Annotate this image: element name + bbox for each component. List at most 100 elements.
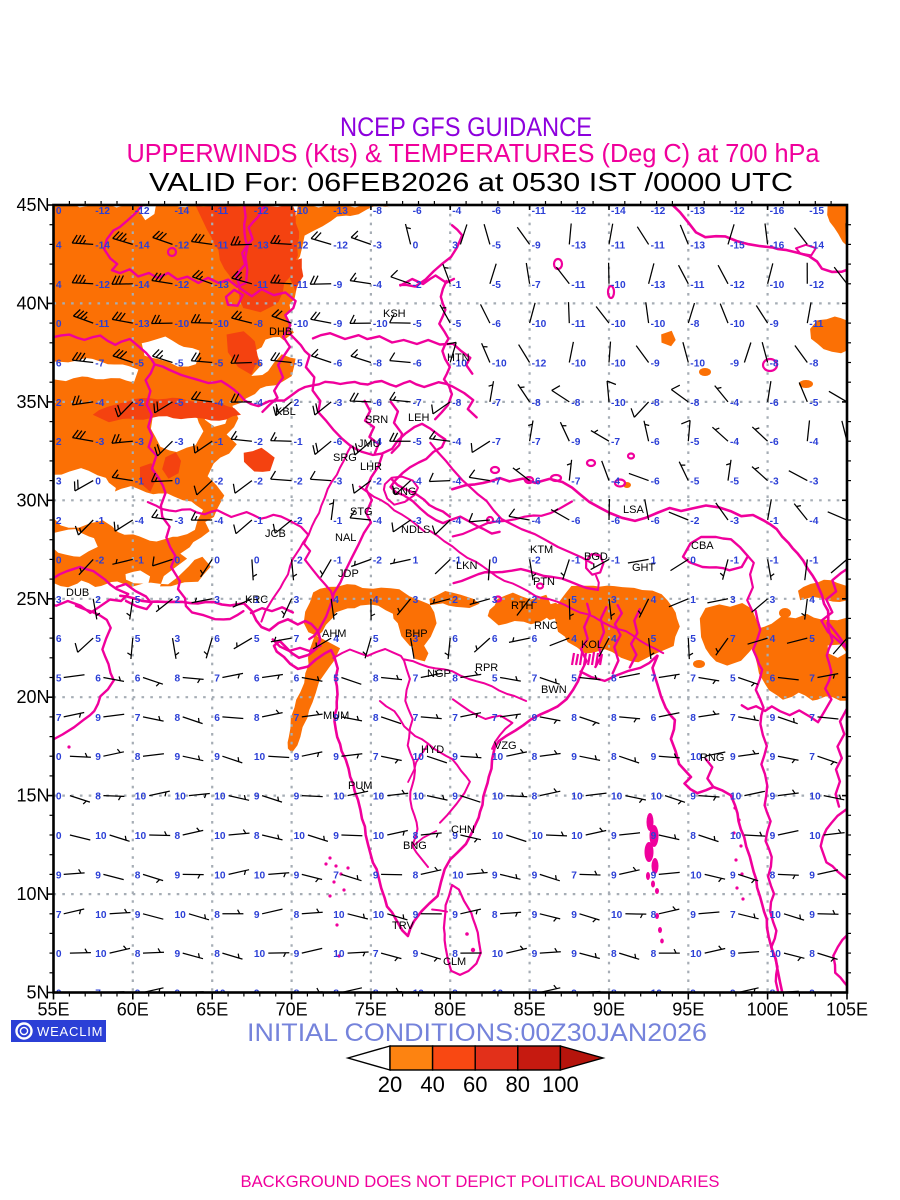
- svg-text:-11: -11: [214, 206, 228, 217]
- svg-text:7: 7: [294, 634, 300, 645]
- svg-text:-13: -13: [651, 280, 666, 291]
- svg-text:3: 3: [175, 634, 181, 645]
- svg-text:9: 9: [770, 752, 776, 763]
- svg-text:9: 9: [452, 831, 458, 842]
- svg-text:-1: -1: [571, 555, 580, 566]
- svg-text:-10: -10: [294, 206, 309, 217]
- svg-text:3: 3: [413, 595, 419, 606]
- svg-text:-2: -2: [373, 555, 382, 566]
- svg-text:10: 10: [254, 752, 266, 763]
- svg-text:10: 10: [373, 792, 385, 803]
- svg-text:-5: -5: [492, 240, 501, 251]
- svg-text:-9: -9: [730, 359, 739, 370]
- svg-text:-8: -8: [254, 319, 263, 330]
- svg-text:5: 5: [373, 634, 379, 645]
- svg-text:7: 7: [413, 674, 419, 685]
- svg-text:-6: -6: [770, 398, 779, 409]
- svg-text:8: 8: [294, 989, 300, 1000]
- svg-text:-10: -10: [452, 359, 467, 370]
- svg-text:9: 9: [175, 870, 181, 881]
- svg-text:9: 9: [413, 949, 419, 960]
- svg-text:95E: 95E: [672, 1000, 704, 1020]
- svg-text:-15: -15: [809, 206, 824, 217]
- svg-text:-13: -13: [571, 240, 586, 251]
- svg-text:10: 10: [214, 870, 226, 881]
- svg-text:SRN: SRN: [365, 414, 388, 426]
- svg-text:-5: -5: [690, 477, 699, 488]
- svg-text:PUM: PUM: [348, 780, 372, 792]
- svg-text:10: 10: [95, 831, 107, 842]
- svg-text:-4: -4: [452, 206, 461, 217]
- svg-text:DHB: DHB: [269, 326, 292, 338]
- svg-text:-2: -2: [294, 555, 303, 566]
- svg-text:8: 8: [175, 713, 181, 724]
- svg-text:-10: -10: [651, 319, 666, 330]
- svg-text:JMU: JMU: [358, 438, 381, 450]
- svg-text:JCB: JCB: [265, 528, 286, 540]
- svg-text:-6: -6: [611, 516, 620, 527]
- svg-text:-1: -1: [294, 437, 303, 448]
- svg-text:5: 5: [333, 674, 339, 685]
- svg-text:10: 10: [492, 831, 504, 842]
- svg-text:-7: -7: [611, 437, 620, 448]
- svg-text:4: 4: [770, 634, 776, 645]
- svg-text:9: 9: [690, 989, 696, 1000]
- svg-text:15N: 15N: [16, 786, 49, 806]
- svg-text:7: 7: [809, 713, 815, 724]
- svg-text:-12: -12: [294, 240, 309, 251]
- svg-text:10: 10: [95, 910, 107, 921]
- svg-text:7: 7: [135, 713, 141, 724]
- svg-text:KBL: KBL: [275, 406, 296, 418]
- svg-text:-7: -7: [492, 477, 501, 488]
- svg-text:-1: -1: [770, 516, 779, 527]
- svg-text:2: 2: [56, 437, 62, 448]
- svg-text:-12: -12: [809, 280, 824, 291]
- svg-text:-5: -5: [175, 398, 184, 409]
- svg-text:10: 10: [651, 792, 663, 803]
- svg-text:HYD: HYD: [421, 744, 444, 756]
- svg-text:-13: -13: [135, 319, 150, 330]
- svg-text:9: 9: [730, 870, 736, 881]
- svg-text:BGD: BGD: [584, 551, 608, 563]
- svg-text:AHM: AHM: [322, 628, 346, 640]
- svg-text:0: 0: [254, 555, 260, 566]
- svg-text:-2: -2: [373, 477, 382, 488]
- svg-text:-4: -4: [452, 477, 461, 488]
- svg-text:8: 8: [532, 752, 538, 763]
- svg-text:-4: -4: [809, 516, 818, 527]
- svg-text:3: 3: [492, 595, 498, 606]
- svg-text:7: 7: [730, 713, 736, 724]
- svg-text:-8: -8: [690, 398, 699, 409]
- svg-text:9: 9: [254, 910, 260, 921]
- svg-text:0: 0: [56, 752, 62, 763]
- svg-text:-6: -6: [651, 437, 660, 448]
- svg-text:-2: -2: [135, 398, 144, 409]
- svg-text:-8: -8: [690, 319, 699, 330]
- svg-text:7: 7: [413, 713, 419, 724]
- svg-text:-4: -4: [373, 280, 382, 291]
- svg-text:10: 10: [532, 831, 544, 842]
- svg-text:-5: -5: [809, 398, 818, 409]
- svg-text:80: 80: [506, 1072, 530, 1097]
- svg-text:6: 6: [214, 713, 220, 724]
- svg-text:-9: -9: [770, 319, 779, 330]
- svg-text:10: 10: [214, 831, 226, 842]
- svg-text:-10: -10: [373, 319, 388, 330]
- svg-text:-4: -4: [413, 477, 422, 488]
- svg-text:CHN: CHN: [451, 824, 475, 836]
- svg-text:3: 3: [56, 477, 62, 488]
- svg-text:6: 6: [214, 634, 220, 645]
- svg-text:10: 10: [214, 989, 226, 1000]
- svg-text:-13: -13: [333, 206, 348, 217]
- svg-text:-6: -6: [492, 319, 501, 330]
- svg-text:7: 7: [373, 752, 379, 763]
- svg-text:-11: -11: [571, 280, 585, 291]
- svg-text:-4: -4: [373, 437, 382, 448]
- svg-text:7: 7: [809, 752, 815, 763]
- svg-text:-12: -12: [333, 240, 348, 251]
- svg-text:7: 7: [730, 634, 736, 645]
- svg-text:9: 9: [135, 989, 141, 1000]
- svg-text:-10: -10: [294, 319, 309, 330]
- svg-text:-7: -7: [532, 280, 541, 291]
- svg-text:BHP: BHP: [405, 628, 428, 640]
